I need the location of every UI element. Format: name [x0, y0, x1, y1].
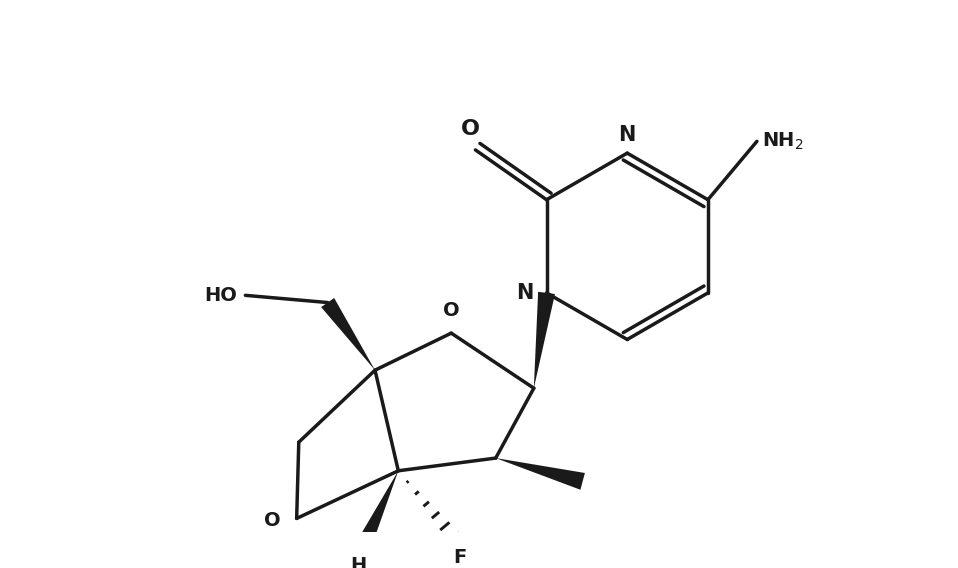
Text: F: F: [453, 548, 466, 567]
Text: N: N: [516, 283, 534, 303]
Polygon shape: [495, 458, 585, 490]
Text: NH$_2$: NH$_2$: [763, 131, 804, 152]
Text: HO: HO: [204, 286, 237, 305]
Text: N: N: [619, 124, 636, 145]
Text: O: O: [264, 511, 281, 530]
Text: O: O: [461, 119, 480, 139]
Text: O: O: [443, 302, 460, 320]
Polygon shape: [534, 292, 555, 388]
Polygon shape: [356, 471, 399, 549]
Text: H: H: [350, 556, 366, 568]
Polygon shape: [321, 298, 375, 370]
